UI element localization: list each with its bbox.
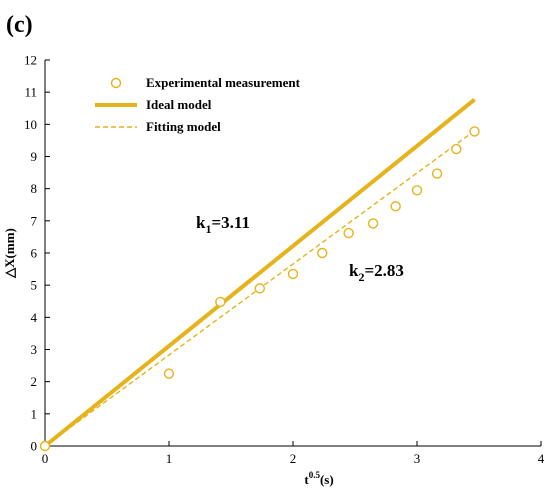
experimental-point: [254, 283, 265, 294]
experimental-point: [367, 218, 379, 229]
x-axis-title: t0.5(s): [304, 470, 333, 487]
y-tick-label: 12: [24, 53, 37, 68]
experimental-point: [343, 227, 354, 239]
y-tick-label: 10: [24, 117, 37, 132]
experimental-point: [39, 440, 51, 452]
legend-label: Fitting model: [146, 119, 221, 134]
experimental-point: [431, 168, 443, 179]
y-tick-label: 3: [31, 342, 38, 357]
experimental-point: [215, 296, 226, 308]
y-tick-label: 1: [31, 406, 38, 421]
legend-marker-experimental: [110, 77, 122, 89]
y-tick-label: 4: [31, 310, 38, 325]
panel-label: (c): [6, 12, 33, 38]
experimental-point: [390, 201, 401, 212]
experimental-point: [469, 126, 480, 137]
experimental-point: [163, 368, 175, 379]
ideal-model-line: [43, 98, 476, 448]
slope-annotation: k1=3.11: [196, 213, 250, 236]
y-tick-label: 6: [31, 246, 38, 261]
y-tick-label: 0: [31, 439, 38, 454]
y-axis-title: △X(mm): [2, 228, 17, 279]
x-tick-label: 1: [166, 451, 173, 466]
y-tick-label: 11: [24, 85, 37, 100]
y-tick-label: 8: [31, 181, 38, 196]
y-tick-label: 5: [31, 278, 38, 293]
slope-annotation: k2=2.83: [349, 261, 404, 284]
x-tick-label: 2: [290, 451, 297, 466]
experimental-point: [287, 268, 299, 280]
plot-area: [39, 98, 480, 452]
legend: Experimental measurement Ideal model Fitti…: [95, 75, 301, 134]
experimental-point: [411, 185, 423, 196]
y-tick-label: 7: [31, 213, 38, 228]
legend-label: Experimental measurement: [146, 75, 301, 90]
x-tick-label: 3: [414, 451, 421, 466]
x-tick-label: 0: [42, 451, 49, 466]
experimental-point: [317, 247, 328, 259]
annotations: k1=3.11 k2=2.83: [196, 213, 404, 284]
legend-label: Ideal model: [146, 97, 212, 112]
x-tick-label: 4: [538, 451, 545, 466]
y-tick-label: 2: [31, 374, 38, 389]
experimental-point: [451, 143, 462, 155]
y-tick-label: 9: [31, 149, 38, 164]
